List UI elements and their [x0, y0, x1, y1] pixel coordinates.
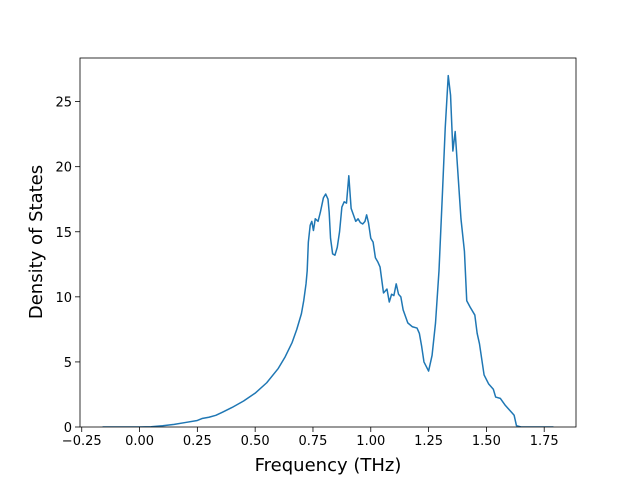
- x-tick-label: 1.50: [472, 434, 501, 449]
- x-tick-label: 0.00: [125, 434, 154, 449]
- y-tick-label: 10: [55, 291, 72, 306]
- y-tick-label: 5: [64, 356, 72, 371]
- y-axis-label: Density of States: [26, 165, 47, 319]
- plot-frame: [79, 57, 577, 428]
- x-tick-label: 1.75: [530, 434, 559, 449]
- y-tick-label: 15: [55, 226, 72, 241]
- x-axis-label: Frequency (THz): [255, 455, 402, 476]
- data-line: [102, 74, 554, 427]
- x-tick-label: 1.00: [356, 434, 385, 449]
- y-tick-label: 0: [64, 421, 72, 436]
- x-tick-label: −0.25: [62, 434, 102, 449]
- y-tick-label: 25: [55, 96, 72, 111]
- x-tick-label: 1.25: [414, 434, 443, 449]
- x-tick-label: 0.50: [241, 434, 270, 449]
- y-tick-label: 20: [55, 161, 72, 176]
- x-tick-label: 0.75: [298, 434, 327, 449]
- x-tick-label: 0.25: [183, 434, 212, 449]
